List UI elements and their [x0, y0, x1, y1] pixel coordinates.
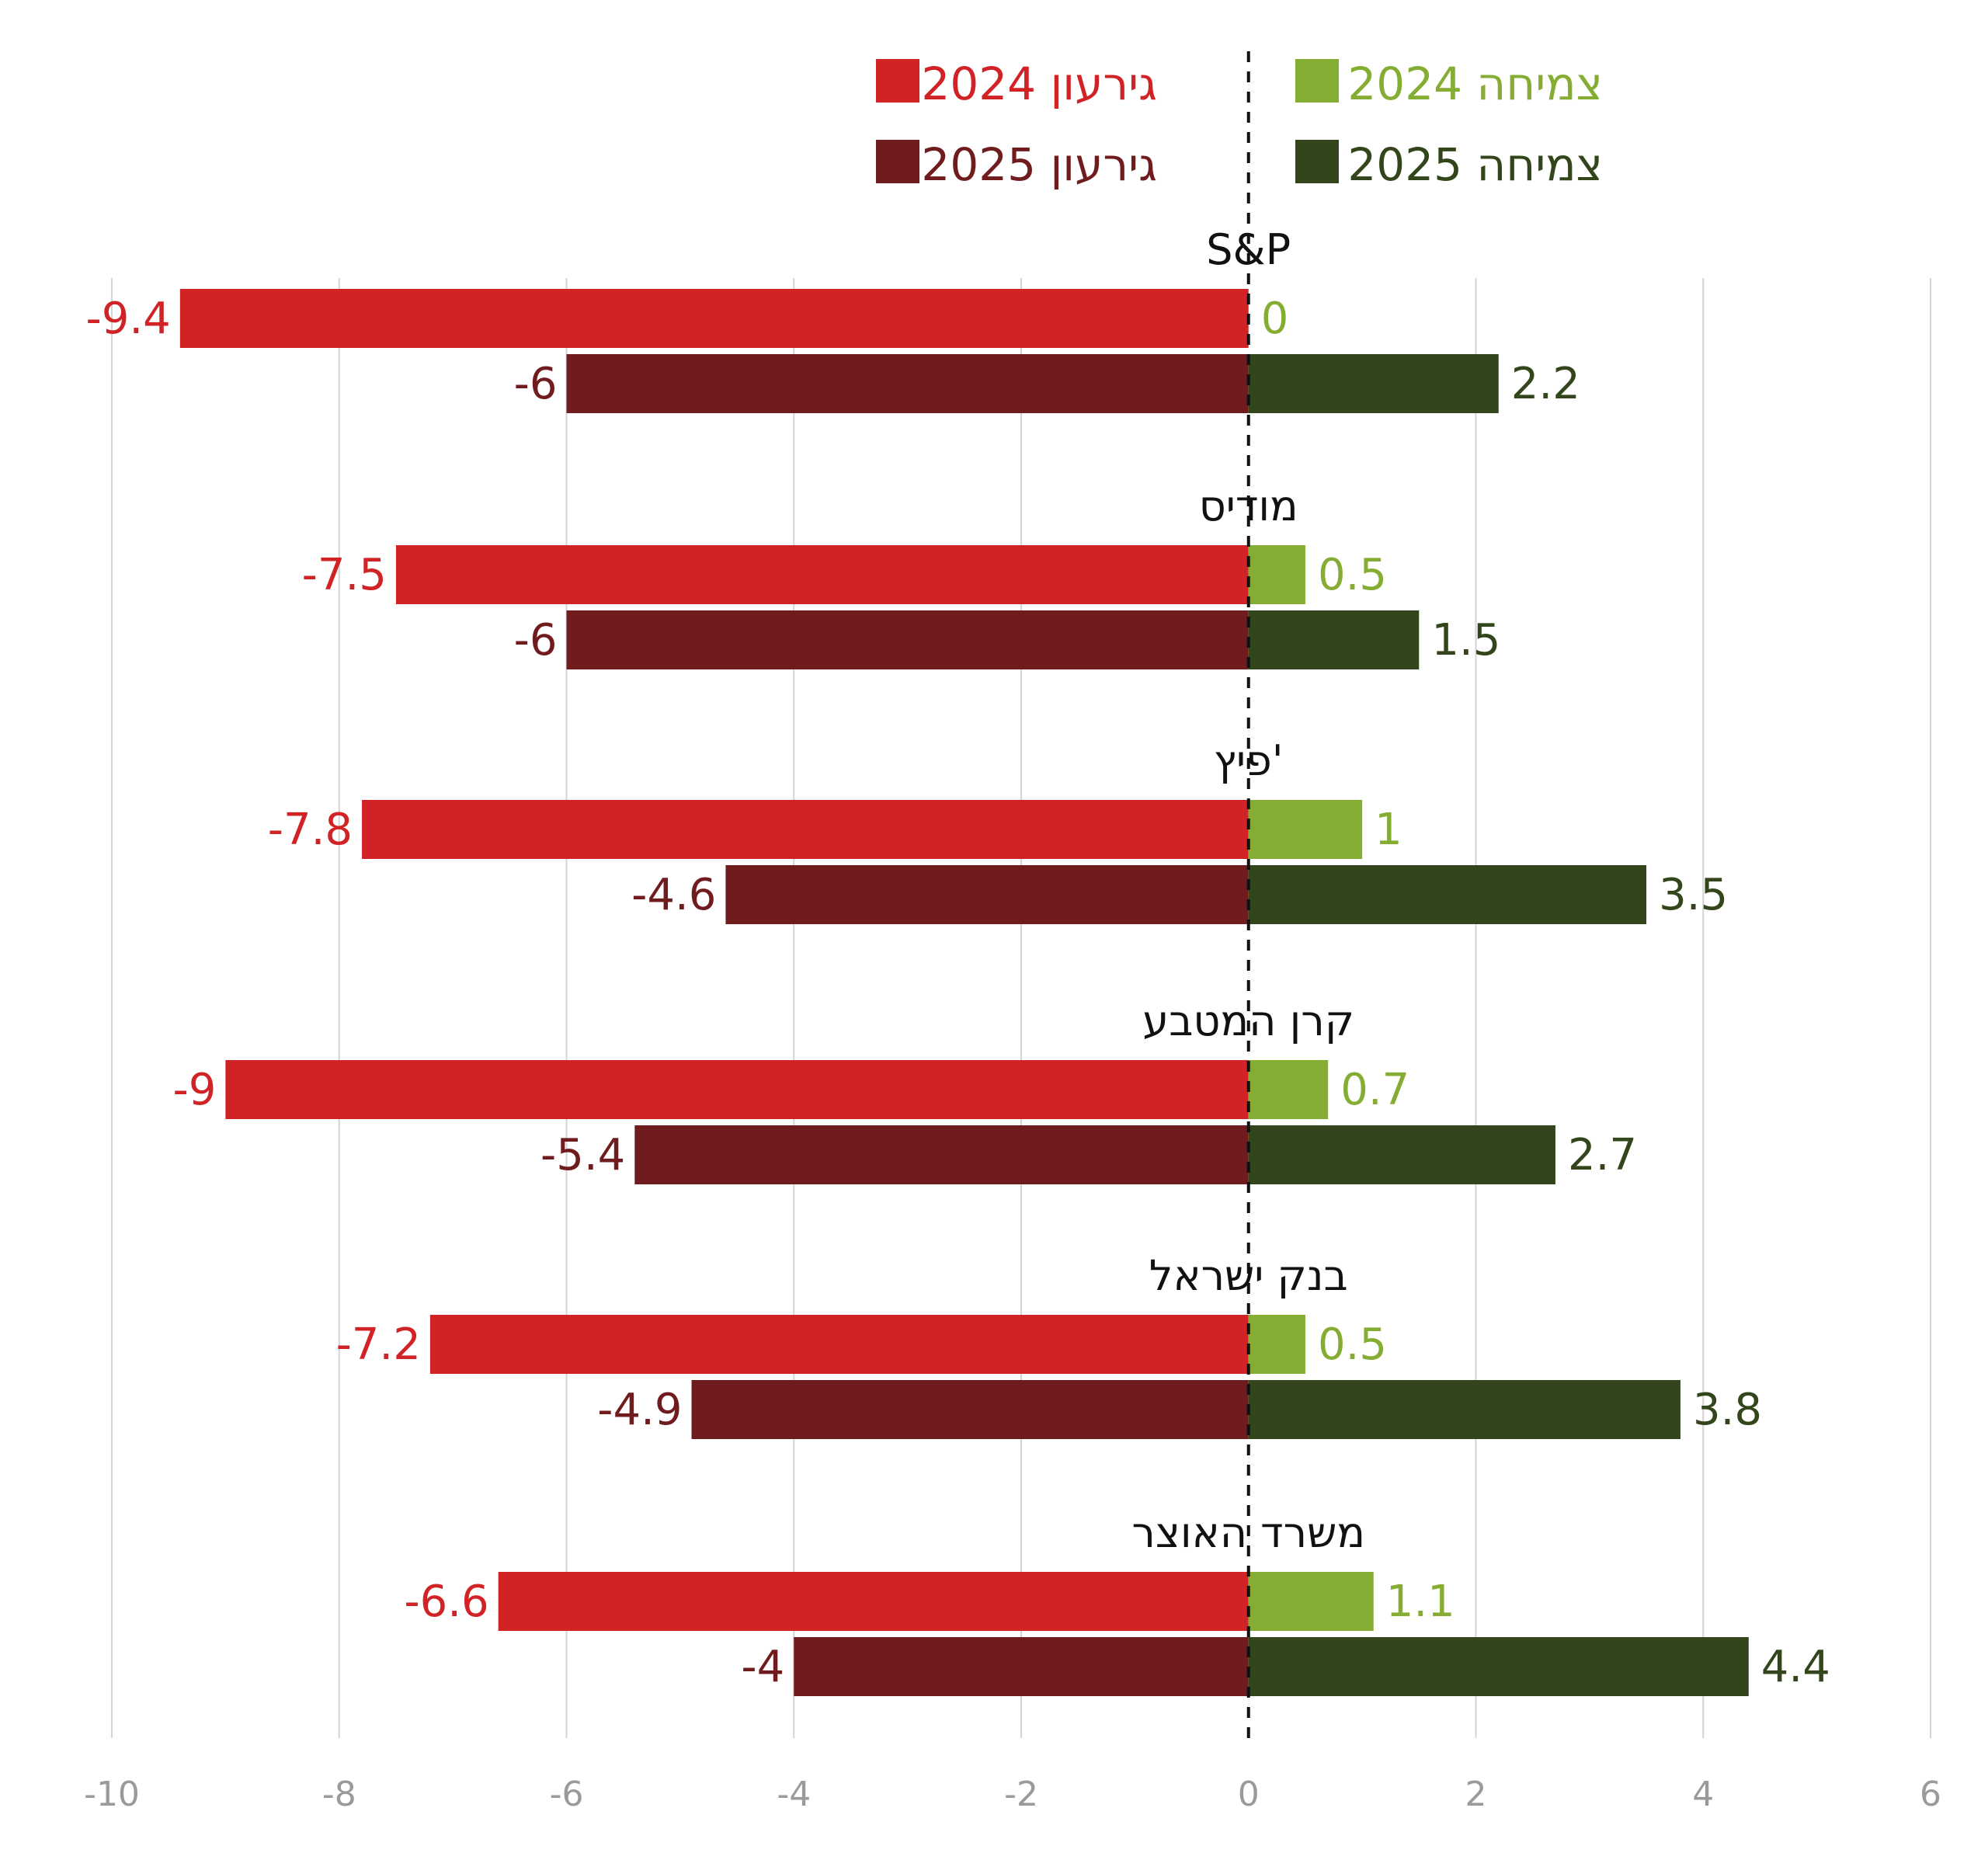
data-label: 0.5: [1318, 1319, 1387, 1370]
bar-growth: [1248, 1572, 1374, 1631]
data-label: -4.9: [597, 1385, 682, 1435]
category-label: קרן המטבע: [1142, 996, 1354, 1045]
gridlines: [111, 278, 1931, 1738]
data-label: -6.6: [404, 1577, 488, 1627]
bar-deficit: [634, 1125, 1249, 1184]
x-tick-label: 4: [1692, 1775, 1714, 1814]
bar-deficit: [225, 1060, 1249, 1119]
value-labels: -9.4 0 -6 2.2 -7.5 0.5 -6 1.5 -7.8 1 -4.6 3.5 -9 0.7 -…: [86, 294, 1830, 1692]
data-label: -7.8: [268, 805, 353, 855]
bars: [179, 289, 1749, 1696]
x-tick-label: -8: [322, 1775, 356, 1814]
x-axis-ticks: -10 -8 -6 -4 -2 0 2 4 6: [84, 1775, 1941, 1814]
legend-swatch: [876, 140, 919, 183]
data-label: -9.4: [86, 294, 171, 344]
bar-deficit: [566, 354, 1249, 413]
data-label: -4: [741, 1642, 784, 1692]
category-label: בנק ישראל: [1149, 1251, 1348, 1300]
data-label: 3.8: [1693, 1385, 1762, 1435]
category-label: S&P: [1206, 225, 1291, 274]
x-tick-label: -6: [550, 1775, 584, 1814]
x-tick-label: 2: [1465, 1775, 1487, 1814]
x-tick-label: -4: [777, 1775, 811, 1814]
legend-label: צמיחה 2024: [1347, 57, 1603, 110]
data-label: -7.5: [302, 550, 387, 600]
data-label: -9: [173, 1065, 217, 1115]
bar-growth: [1248, 354, 1499, 413]
x-tick-label: -10: [84, 1775, 140, 1814]
data-label: 0.7: [1340, 1065, 1409, 1115]
bar-growth: [1248, 610, 1420, 669]
data-label: 0.5: [1318, 550, 1387, 600]
legend-label: גירעון 2025: [921, 138, 1157, 191]
bar-growth: [1248, 1380, 1680, 1439]
category-label: משרד האוצר: [1131, 1508, 1365, 1557]
bar-growth: [1248, 800, 1363, 859]
x-tick-label: 6: [1920, 1775, 1941, 1814]
legend-label: צמיחה 2025: [1347, 138, 1603, 191]
category-label: מודיס: [1199, 482, 1298, 530]
x-tick-label: -2: [1004, 1775, 1038, 1814]
category-labels: S&P מודיס פיץ' קרן המטבע בנק ישראל משרד האוצר: [1131, 225, 1365, 1557]
data-label: 0: [1261, 294, 1289, 344]
category-label: פיץ': [1214, 736, 1284, 785]
data-label: 4.4: [1761, 1642, 1830, 1692]
bar-deficit: [691, 1380, 1249, 1439]
data-label: -7.2: [336, 1319, 421, 1370]
data-label: 2.2: [1511, 359, 1580, 409]
legend-swatch: [1295, 59, 1339, 103]
legend-swatch: [1295, 140, 1339, 183]
bar-deficit: [429, 1315, 1249, 1374]
x-tick-label: 0: [1238, 1775, 1260, 1814]
bar-deficit: [179, 289, 1249, 348]
data-label: -4.6: [631, 870, 716, 920]
bar-deficit: [794, 1637, 1249, 1696]
bar-growth: [1248, 1315, 1305, 1374]
legend: גירעון 2024 גירעון 2025 צמיחה 2024 צמיחה 20…: [876, 57, 1603, 191]
data-label: 1.1: [1386, 1577, 1455, 1627]
data-label: -6: [514, 359, 558, 409]
bar-deficit: [566, 610, 1249, 669]
bar-growth: [1248, 1125, 1555, 1184]
data-label: 1.5: [1431, 615, 1500, 666]
bar-growth: [1248, 1060, 1329, 1119]
legend-swatch: [876, 59, 919, 103]
bar-growth: [1248, 1637, 1749, 1696]
data-label: 1: [1375, 805, 1402, 855]
bar-growth: [1248, 545, 1305, 604]
bar-deficit: [725, 865, 1249, 924]
data-label: 3.5: [1659, 870, 1728, 920]
legend-label: גירעון 2024: [921, 57, 1157, 110]
data-label: -5.4: [540, 1130, 625, 1180]
bar-deficit: [362, 800, 1249, 859]
bar-deficit: [395, 545, 1249, 604]
bar-deficit: [498, 1572, 1249, 1631]
bar-growth: [1248, 865, 1647, 924]
data-label: 2.7: [1568, 1130, 1637, 1180]
data-label: -6: [514, 615, 558, 666]
